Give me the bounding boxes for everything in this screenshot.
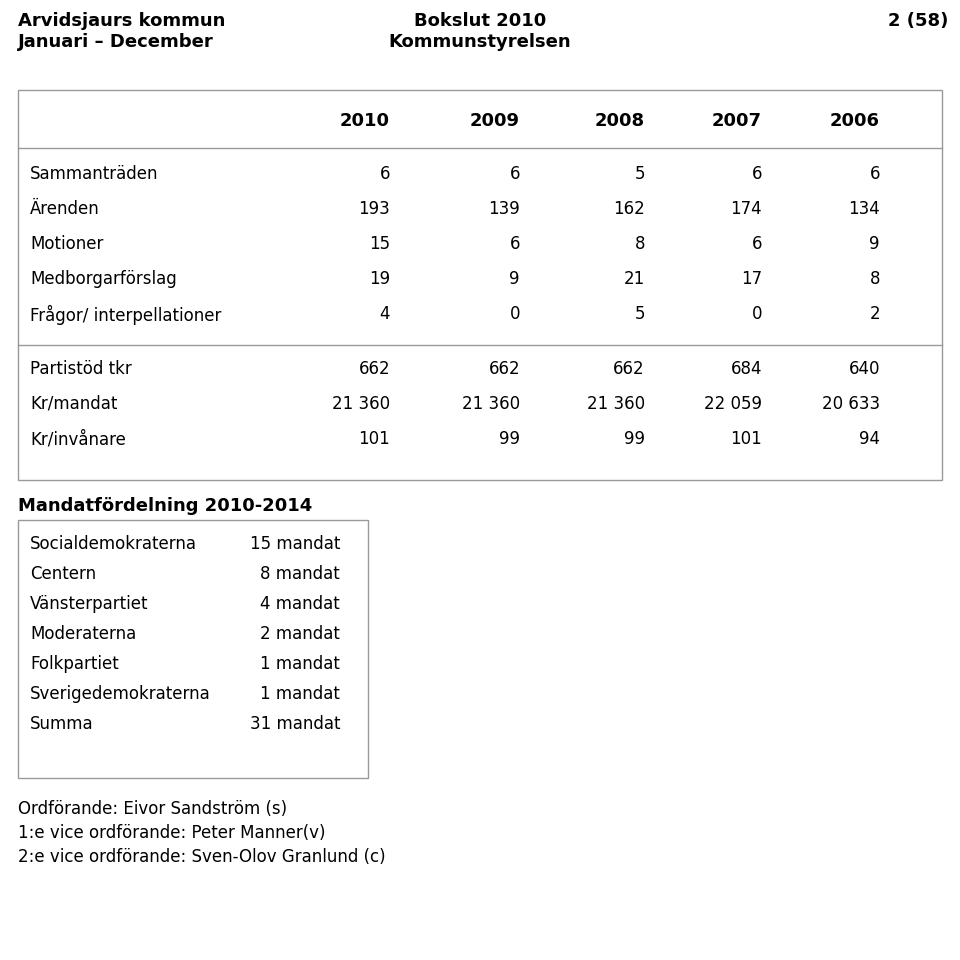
Text: 662: 662 (489, 360, 520, 378)
Text: 6: 6 (752, 235, 762, 253)
Text: 174: 174 (731, 200, 762, 218)
Text: 662: 662 (613, 360, 645, 378)
Text: 8: 8 (635, 235, 645, 253)
Text: 17: 17 (741, 270, 762, 288)
Text: 21: 21 (624, 270, 645, 288)
Text: 31 mandat: 31 mandat (250, 715, 340, 733)
Text: 21 360: 21 360 (462, 395, 520, 413)
Text: 2010: 2010 (340, 112, 390, 130)
Text: 20 633: 20 633 (822, 395, 880, 413)
Text: 4 mandat: 4 mandat (260, 595, 340, 613)
Text: Kommunstyrelsen: Kommunstyrelsen (389, 33, 571, 51)
Text: 21 360: 21 360 (332, 395, 390, 413)
Text: 6: 6 (510, 235, 520, 253)
Text: Folkpartiet: Folkpartiet (30, 655, 119, 673)
Text: Centern: Centern (30, 565, 96, 583)
Text: 0: 0 (510, 305, 520, 323)
Text: 2 (58): 2 (58) (888, 12, 948, 30)
Text: 2007: 2007 (712, 112, 762, 130)
Text: 1 mandat: 1 mandat (260, 685, 340, 703)
Text: 2 mandat: 2 mandat (260, 625, 340, 643)
Text: Socialdemokraterna: Socialdemokraterna (30, 535, 197, 553)
Text: 21 360: 21 360 (587, 395, 645, 413)
Text: Moderaterna: Moderaterna (30, 625, 136, 643)
Text: 8 mandat: 8 mandat (260, 565, 340, 583)
Text: 4: 4 (379, 305, 390, 323)
Text: Ärenden: Ärenden (30, 200, 100, 218)
Text: Kr/mandat: Kr/mandat (30, 395, 117, 413)
Text: 6: 6 (870, 165, 880, 183)
Text: 684: 684 (731, 360, 762, 378)
Text: 9: 9 (870, 235, 880, 253)
Text: 99: 99 (624, 430, 645, 448)
Text: 0: 0 (752, 305, 762, 323)
Text: Partistöd tkr: Partistöd tkr (30, 360, 132, 378)
Text: 193: 193 (358, 200, 390, 218)
Text: 15 mandat: 15 mandat (250, 535, 340, 553)
Text: Arvidsjaurs kommun: Arvidsjaurs kommun (18, 12, 226, 30)
Text: Medborgarförslag: Medborgarförslag (30, 270, 177, 288)
Text: 2: 2 (870, 305, 880, 323)
Text: Kr/invånare: Kr/invånare (30, 430, 126, 448)
Text: 94: 94 (859, 430, 880, 448)
Text: 22 059: 22 059 (704, 395, 762, 413)
Text: 19: 19 (369, 270, 390, 288)
Text: 2006: 2006 (830, 112, 880, 130)
Text: 662: 662 (358, 360, 390, 378)
Bar (18, 90, 942, 480)
Text: Mandatfördelning 2010-2014: Mandatfördelning 2010-2014 (18, 497, 312, 515)
Text: 139: 139 (489, 200, 520, 218)
Text: 6: 6 (752, 165, 762, 183)
Text: Ordförande: Eivor Sandström (s): Ordförande: Eivor Sandström (s) (18, 800, 287, 818)
Text: 1 mandat: 1 mandat (260, 655, 340, 673)
Text: 2:e vice ordförande: Sven-Olov Granlund (c): 2:e vice ordförande: Sven-Olov Granlund … (18, 848, 386, 866)
Text: 5: 5 (635, 165, 645, 183)
Text: 15: 15 (369, 235, 390, 253)
Text: 9: 9 (510, 270, 520, 288)
Bar (18, 520, 368, 778)
Text: 6: 6 (379, 165, 390, 183)
Text: 2008: 2008 (595, 112, 645, 130)
Text: Frågor/ interpellationer: Frågor/ interpellationer (30, 305, 222, 325)
Text: Vänsterpartiet: Vänsterpartiet (30, 595, 149, 613)
Text: 134: 134 (849, 200, 880, 218)
Text: Sammanträden: Sammanträden (30, 165, 158, 183)
Text: Motioner: Motioner (30, 235, 104, 253)
Text: 8: 8 (870, 270, 880, 288)
Text: 5: 5 (635, 305, 645, 323)
Text: Bokslut 2010: Bokslut 2010 (414, 12, 546, 30)
Text: Summa: Summa (30, 715, 94, 733)
Text: 2009: 2009 (470, 112, 520, 130)
Text: 101: 101 (358, 430, 390, 448)
Text: Januari – December: Januari – December (18, 33, 214, 51)
Text: 1:e vice ordförande: Peter Manner(v): 1:e vice ordförande: Peter Manner(v) (18, 824, 325, 842)
Text: 162: 162 (613, 200, 645, 218)
Text: Sverigedemokraterna: Sverigedemokraterna (30, 685, 211, 703)
Text: 101: 101 (731, 430, 762, 448)
Text: 99: 99 (499, 430, 520, 448)
Text: 640: 640 (849, 360, 880, 378)
Text: 6: 6 (510, 165, 520, 183)
